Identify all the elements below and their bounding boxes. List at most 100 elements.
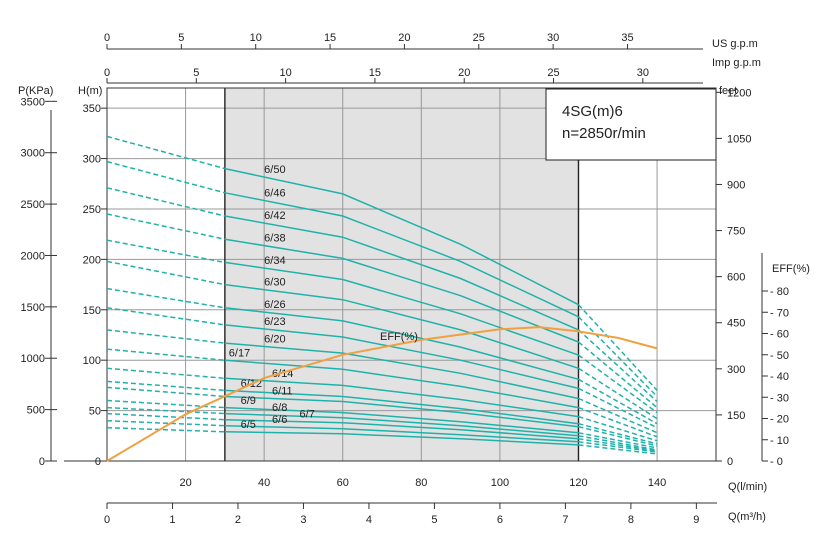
flow-lmin-unit: Q(l/min): [728, 481, 767, 493]
eff-tick-label: - 10: [770, 435, 789, 447]
curve-6-38-dashed-right: [578, 341, 658, 409]
curve-6-5: [224, 431, 579, 446]
eff-tick-label: - 40: [770, 371, 789, 383]
eff-tick-label: - 30: [770, 392, 789, 404]
eff-tick-label: - 80: [770, 286, 789, 298]
curve-label: 6/5: [241, 419, 256, 431]
us-gpm-unit: US g.p.m: [712, 38, 758, 50]
head-tick-label: 0: [95, 456, 101, 468]
m3h-tick-label: 2: [235, 514, 241, 526]
eff-tick-label: - 50: [770, 350, 789, 362]
m3h-tick-label: 8: [628, 514, 634, 526]
curve-6-30: [224, 283, 579, 370]
pressure-tick-label: 500: [27, 405, 45, 417]
curve-6-7: [224, 418, 579, 440]
model-label: 4SG(m)6: [562, 103, 623, 120]
curve-6-11-dashed-right: [578, 425, 658, 447]
speed-label: n=2850r/min: [562, 125, 646, 142]
m3h-tick-label: 6: [497, 514, 503, 526]
pump-curves: 6/50 6/46 6/42 6/38 6/34 6/30 6/26 6/23 6/20 6/17…: [106, 135, 658, 455]
eff-curve-label: EFF(%): [380, 331, 418, 343]
head-tick-label: 150: [83, 305, 101, 317]
feet-tick-label: 1050: [727, 133, 751, 145]
curve-6-34: [224, 261, 579, 356]
head-tick-label: 100: [83, 355, 101, 367]
imp-gpm-unit: Imp g.p.m: [712, 57, 761, 69]
lmin-tick-label: 100: [491, 477, 509, 489]
pressure-tick-label: 3000: [21, 148, 45, 160]
curve-6-50-dashed-right: [577, 304, 658, 391]
us-gpm-tick-label: 20: [398, 32, 410, 44]
curve-6-23: [224, 324, 579, 390]
us-gpm-tick-label: 15: [324, 32, 336, 44]
efficiency-curve: [106, 326, 658, 462]
curve-label: 6/50: [264, 164, 285, 176]
curve-6-9: [224, 406, 579, 434]
feet-tick-label: 150: [727, 410, 745, 422]
us-gpm-tick-label: 10: [250, 32, 262, 44]
m3h-tick-label: 9: [693, 514, 699, 526]
m3h-tick-label: 5: [431, 514, 437, 526]
imp-gpm-tick-label: 0: [104, 67, 110, 79]
curve-label: 6/11: [272, 385, 293, 397]
curve-6-7-dashed-left: [106, 412, 225, 421]
lmin-tick-label: 40: [258, 477, 270, 489]
curve-6-46: [224, 192, 579, 318]
curve-6-20-dashed-left: [106, 329, 225, 344]
curve-label: 6/30: [264, 277, 285, 289]
us-gpm-tick-label: 30: [547, 32, 559, 44]
curve-6-7-dashed-right: [578, 438, 658, 452]
feet-tick-label: 600: [727, 272, 745, 284]
feet-unit: feet: [719, 85, 737, 97]
curve-6-20-dashed-right: [578, 397, 658, 434]
pressure-tick-label: 3500: [21, 96, 45, 108]
us-gpm-tick-label: 0: [104, 32, 110, 44]
curve-6-8-dashed-left: [106, 406, 225, 415]
curve-label: 6/8: [272, 402, 287, 414]
m3h-tick-label: 3: [300, 514, 306, 526]
pressure-tick-label: 1000: [21, 353, 45, 365]
curve-6-26-dashed-left: [106, 287, 226, 309]
curve-6-11-dashed-left: [106, 386, 225, 398]
curve-6-34-dashed-right: [578, 354, 658, 414]
curve-6-6-dashed-right: [578, 441, 658, 453]
curve-6-42: [224, 215, 579, 331]
m3h-tick-label: 0: [104, 514, 110, 526]
curve-6-26: [224, 307, 579, 381]
eff-line: [106, 326, 658, 462]
curve-6-17-dashed-left: [106, 348, 225, 361]
curve-6-6: [224, 424, 579, 443]
us-gpm-tick-label: 25: [473, 32, 485, 44]
curve-label: 6/23: [264, 316, 285, 328]
m3h-tick-label: 7: [562, 514, 568, 526]
curve-6-6-dashed-left: [106, 419, 225, 427]
lmin-tick-label: 140: [648, 477, 666, 489]
curve-6-9-dashed-right: [578, 432, 658, 449]
m3h-tick-label: 1: [169, 514, 175, 526]
curve-6-46-dashed-right: [577, 316, 658, 398]
lmin-tick-label: 60: [337, 477, 349, 489]
curve-6-20: [224, 342, 579, 400]
head-tick-label: 250: [83, 204, 101, 216]
curve-6-30-dashed-left: [106, 260, 226, 286]
feet-tick-label: 450: [727, 318, 745, 330]
eff-tick-label: - 20: [770, 414, 789, 426]
lmin-tick-label: 120: [569, 477, 587, 489]
curve-6-50: [224, 167, 579, 306]
feet-tick-label: 300: [727, 364, 745, 376]
imp-gpm-tick-label: 20: [458, 67, 470, 79]
curve-6-11: [224, 395, 579, 428]
pressure-tick-label: 0: [39, 456, 45, 468]
us-gpm-tick-label: 5: [178, 32, 184, 44]
head-tick-label: 200: [83, 254, 101, 266]
imp-gpm-tick-label: 10: [279, 67, 291, 79]
model-box: 4SG(m)6 n=2850r/min: [545, 88, 717, 161]
curve-6-42-dashed-left: [106, 187, 226, 217]
curve-label: 6/46: [264, 188, 285, 200]
curve-6-26-dashed-right: [578, 378, 658, 425]
imp-gpm-tick-label: 5: [193, 67, 199, 79]
curve-6-5-dashed-left: [106, 426, 225, 433]
eff-tick-label: - 60: [770, 329, 789, 341]
